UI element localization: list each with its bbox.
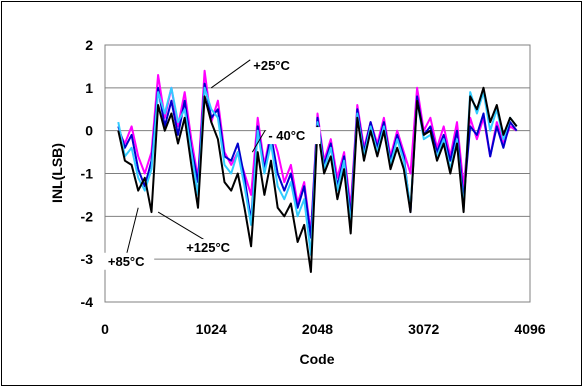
annotation-label: +125°C: [186, 240, 230, 255]
annotation-label: +25°C: [253, 58, 290, 73]
y-tick-label: -4: [81, 294, 94, 310]
y-tick-label: -3: [81, 251, 94, 267]
annotation-label: +85°C: [108, 254, 145, 269]
plot-area: [104, 44, 531, 303]
y-tick-label: -2: [81, 208, 94, 224]
y-tick-label: 0: [85, 123, 93, 139]
annotation-leader: [210, 59, 251, 89]
annotation-leader: [157, 211, 209, 243]
annotation-background: [100, 252, 155, 270]
annotation-leader: [125, 207, 139, 256]
x-tick-label: 0: [101, 321, 109, 337]
series-line-3: [117, 86, 518, 273]
x-tick-label: 3072: [408, 321, 439, 337]
annotation-background: [266, 127, 321, 145]
annotations: +25°C - 40°C +85°C +125°C: [100, 56, 321, 270]
x-tick-label: 1024: [196, 321, 227, 337]
y-tick-label: 1: [85, 80, 93, 96]
annotation-background: [182, 239, 237, 257]
series-line-1: [117, 82, 518, 239]
tick-labels: 0 1024 2048 3072 4096 2 1 0 -1 -2 -3 -4: [81, 37, 546, 337]
x-tick-label: 4096: [514, 321, 545, 337]
y-tick-label: 2: [85, 37, 93, 53]
x-axis-title: Code: [300, 351, 335, 367]
y-tick-label: -1: [81, 166, 94, 182]
annotation-label: - 40°C: [268, 128, 306, 143]
annotation-leader: [251, 129, 266, 153]
x-tick-label: 2048: [302, 321, 333, 337]
annotation-background: [251, 56, 306, 74]
annotation-leaders: [125, 59, 266, 256]
series-layer: [117, 69, 518, 273]
y-axis-title: INL(LSB): [49, 143, 65, 203]
